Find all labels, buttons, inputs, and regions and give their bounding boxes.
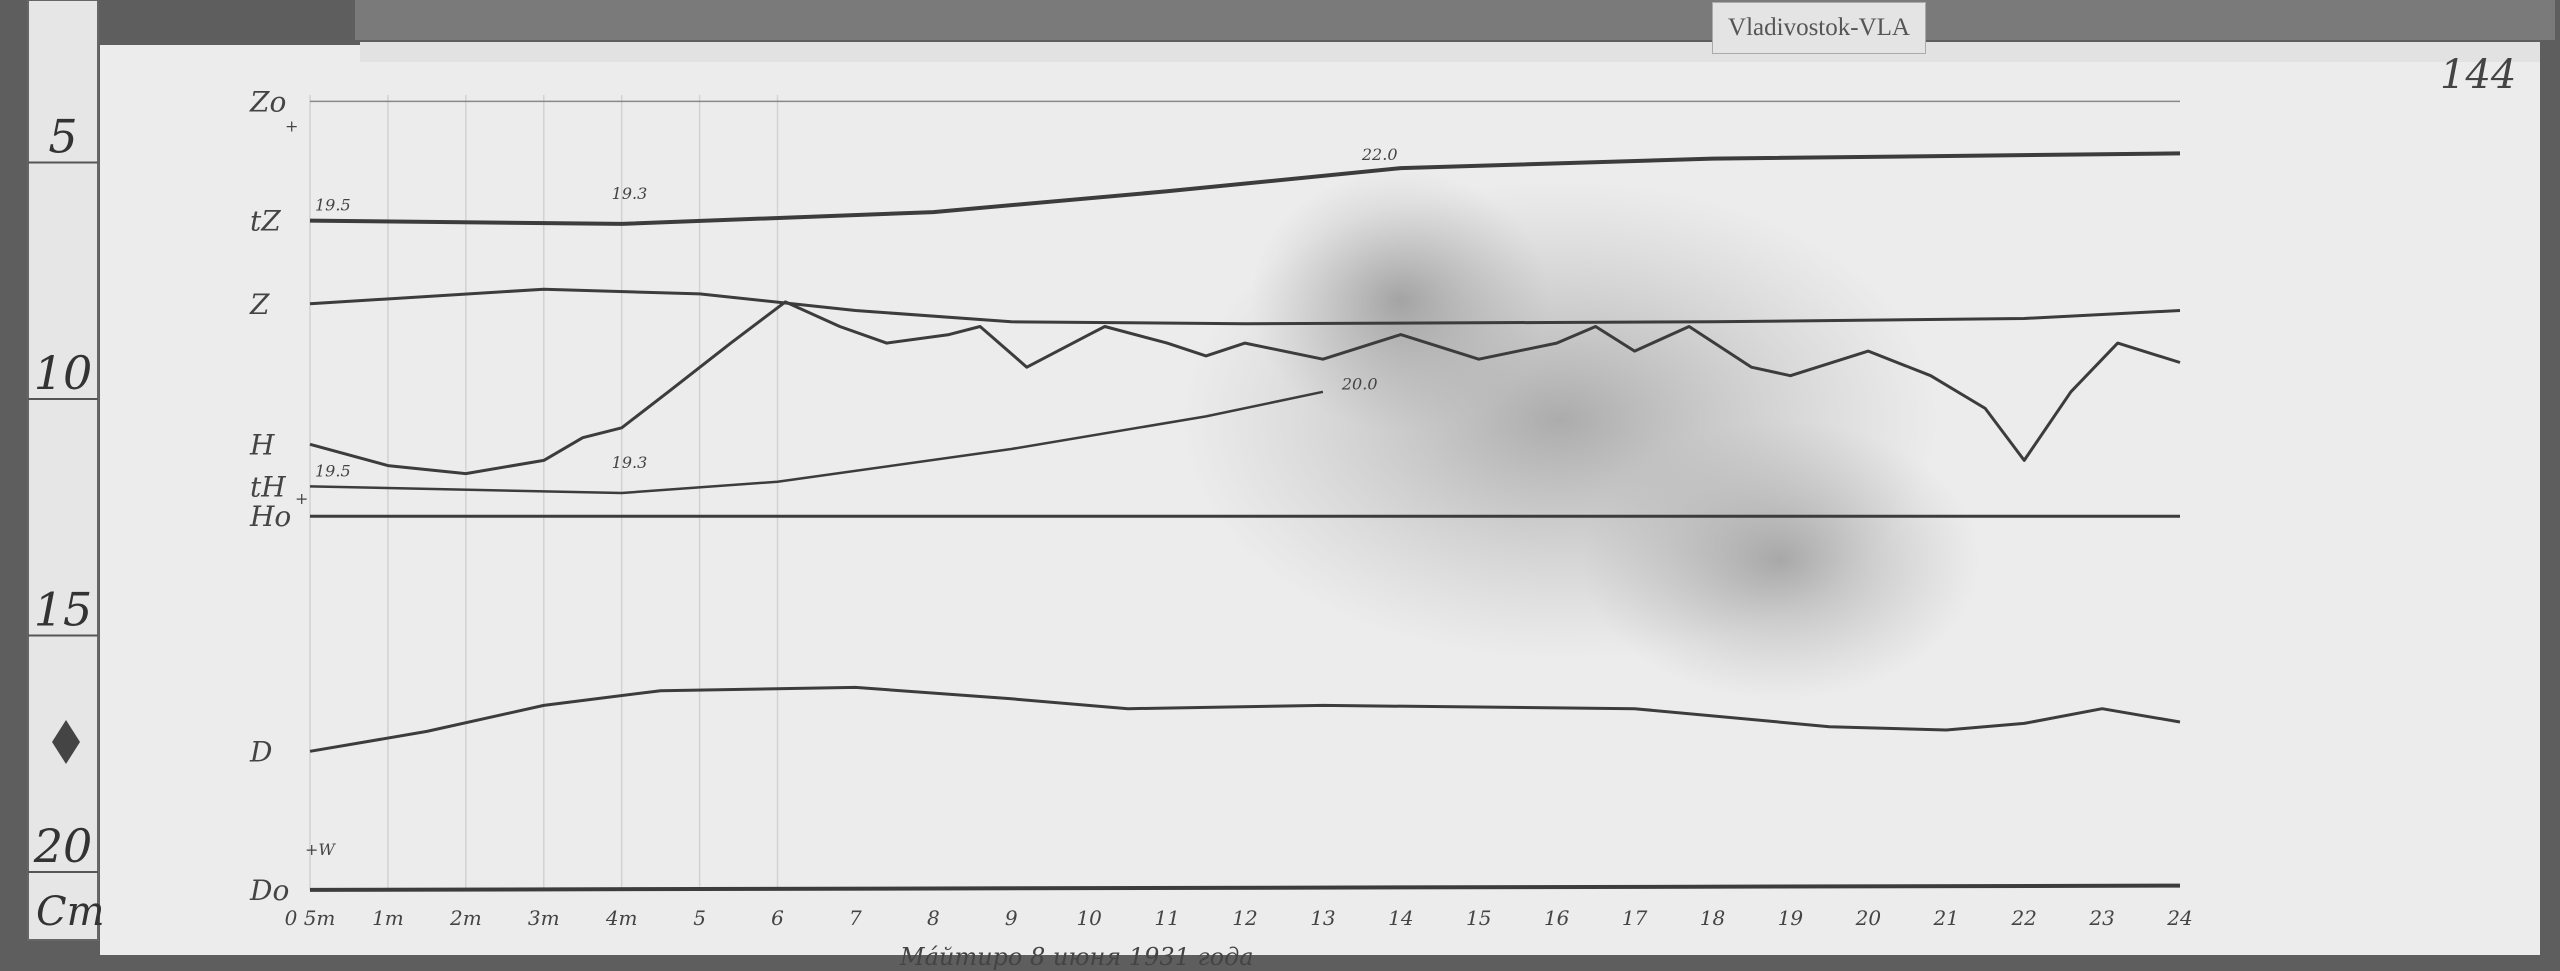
trace-annotation: +W [305,840,336,859]
x-tick-label: 24 [2166,906,2192,930]
trace-label-th: tH [250,470,286,503]
x-tick-label: 7 [849,906,862,930]
x-tick-label: 2m [449,906,482,930]
trace-annotation: 19.5 [315,196,351,215]
x-tick-label: 8 [927,906,940,930]
ruler-tick-label: 5 [48,110,77,164]
trace-d [309,685,2181,753]
x-tick-label: 10 [1076,906,1102,930]
trace-label-d: D [249,735,272,768]
x-tick-label: 23 [2088,906,2114,930]
ruler-tick-label: 15 [34,583,93,637]
traces [309,100,2181,892]
trace-annotation: + [285,116,298,135]
hour-ticks: 0 5m 1m 2m 3m 4m 5 6 7 8 9 10 11 12 13 14 15 16 17 18 19 20 2… [285,906,2193,930]
trace-z [309,287,2181,326]
trace-label-h: H [249,428,275,461]
x-tick-label: 6 [771,906,784,930]
x-tick-label: 1m [372,906,404,930]
trace-label-tz: tZ [250,205,281,238]
footer-note: Мáйтиро 8 июня 1931 года [899,943,1254,971]
x-tick-label: 19 [1778,906,1804,930]
x-tick-label: 20 [1855,906,1882,930]
trace-th [309,390,1324,495]
ruler-tick-label: 10 [34,346,93,400]
trace-h [309,300,2181,476]
x-tick-label: 22 [2010,906,2036,930]
x-tick-label: 17 [1622,906,1648,930]
x-tick-label: 14 [1388,906,1413,930]
x-tick-label: 13 [1310,906,1335,930]
trace-tz [309,151,2181,226]
x-tick-label: 4m [605,906,638,930]
x-tick-label: 21 [1933,906,1959,930]
trace-label-zo: Zo [249,85,286,118]
cm-ruler [27,0,99,941]
x-tick-label: 16 [1544,906,1570,930]
ruler-pin-icon [52,720,80,764]
x-tick-label: 0 5m [285,906,336,930]
plate-label: Vladivostok-VLA [1712,2,1926,54]
x-tick-label: 12 [1232,906,1257,930]
trace-label-ho: Ho [249,500,291,533]
x-tick-label: 11 [1154,906,1179,930]
trace-annotation: + [295,489,308,508]
sheet-number: 144 [2440,52,2516,98]
ruler-unit: Cm [36,889,105,935]
trace-annotation: 20.0 [1341,374,1378,393]
trace-annotation: 19.3 [612,453,648,472]
trace-annotation: 19.3 [612,184,648,203]
ruler-tick-label: 20 [33,819,93,873]
x-tick-label: 5 [693,906,706,930]
trace-annotation: 22.0 [1361,145,1398,164]
x-tick-label: 3m [528,906,560,930]
x-tick-label: 9 [1005,906,1018,930]
trace-do [309,883,2181,892]
ruler-ticks: 5 10 15 20 [28,110,98,873]
trace-annotation: 19.5 [315,461,351,480]
trace-label-z: Z [249,288,270,321]
x-tick-label: 15 [1466,906,1491,930]
x-tick-label: 18 [1700,906,1725,930]
trace-label-do: Do [249,874,289,907]
